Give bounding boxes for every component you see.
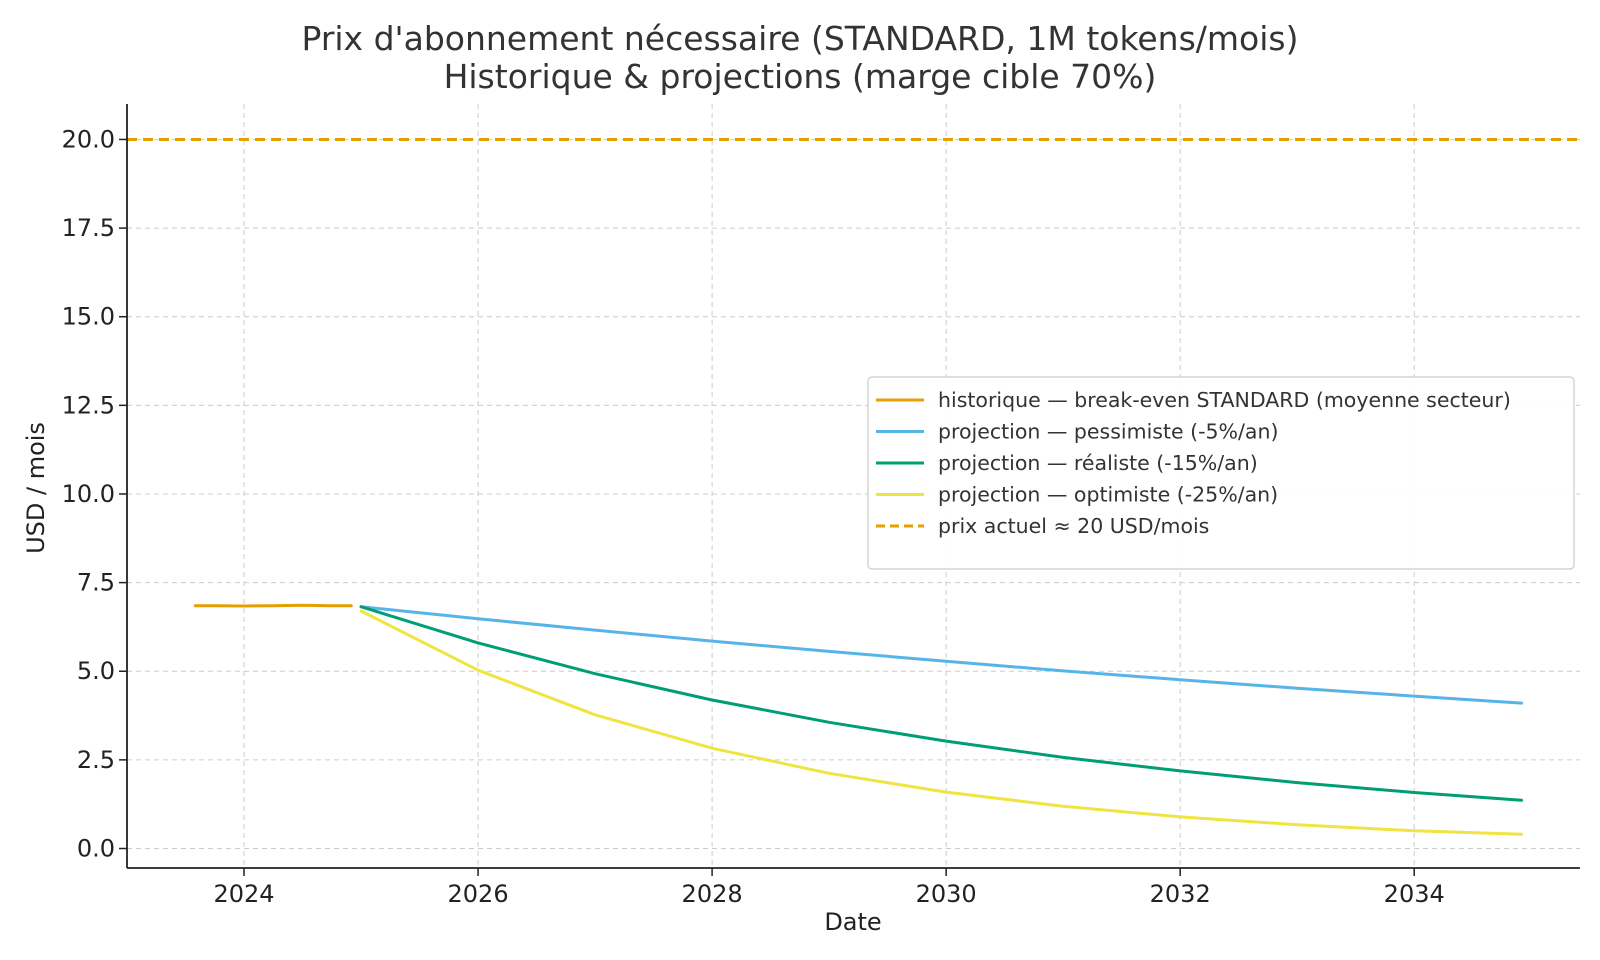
- legend-box: [867, 376, 1575, 570]
- chart-title: Prix d'abonnement nécessaire (STANDARD, …: [301, 19, 1299, 58]
- y-tick-label: 17.5: [62, 214, 115, 242]
- x-tick-label: 2024: [213, 880, 274, 908]
- y-tick-label: 5.0: [77, 657, 115, 685]
- legend-label: projection — réaliste (-15%/an): [938, 451, 1258, 475]
- x-tick-label: 2030: [916, 880, 977, 908]
- legend: historique — break-even STANDARD (moyenn…: [867, 376, 1575, 570]
- x-tick-label: 2032: [1150, 880, 1211, 908]
- series-line-1: [359, 605, 1523, 705]
- plot-area: [127, 137, 1580, 836]
- legend-label: historique — break-even STANDARD (moyenn…: [938, 388, 1511, 412]
- series-line-0: [193, 603, 353, 608]
- y-tick-label: 12.5: [62, 391, 115, 419]
- legend-label: projection — pessimiste (-5%/an): [938, 420, 1278, 444]
- x-axis-ticks: 2024 2026 2028 2030 2032 2034: [213, 868, 1445, 908]
- y-tick-label: 10.0: [62, 480, 115, 508]
- series-line-2: [359, 605, 1523, 802]
- chart-subtitle: Historique & projections (marge cible 70…: [443, 57, 1157, 96]
- x-tick-label: 2028: [682, 880, 743, 908]
- axes: [126, 104, 1580, 869]
- y-axis-label: USD / mois: [22, 422, 50, 554]
- x-axis-label: Date: [824, 908, 881, 936]
- x-tick-label: 2026: [448, 880, 509, 908]
- legend-label: projection — optimiste (-25%/an): [938, 483, 1278, 507]
- legend-label: prix actuel ≈ 20 USD/mois: [938, 514, 1209, 538]
- y-axis-ticks: 0.0 2.5 5.0 7.5 10.0 12.5 15.0 17.5 20.0: [62, 125, 127, 863]
- y-tick-label: 0.0: [77, 835, 115, 863]
- y-tick-label: 20.0: [62, 125, 115, 153]
- y-tick-label: 15.0: [62, 303, 115, 331]
- x-tick-label: 2034: [1384, 880, 1445, 908]
- series-line-3: [359, 609, 1523, 836]
- y-tick-label: 2.5: [77, 746, 115, 774]
- y-tick-label: 7.5: [77, 569, 115, 597]
